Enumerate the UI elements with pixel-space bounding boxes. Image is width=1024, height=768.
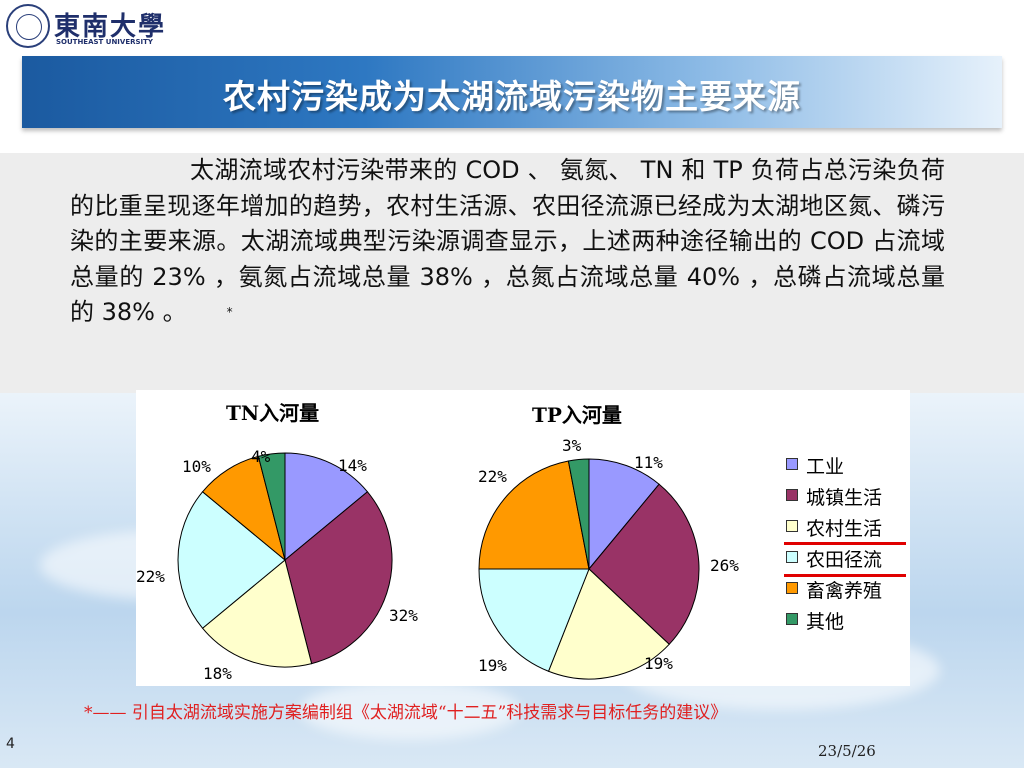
paragraph-background [0, 153, 1024, 393]
tn-percent-label: 18% [203, 664, 232, 683]
tn-chart-title: TN入河量 [226, 401, 320, 425]
university-name-cn: 東南大學 [54, 12, 167, 42]
legend-label: 畜禽养殖 [806, 580, 883, 602]
legend-label: 农村生活 [806, 518, 883, 540]
tn-percent-label: 22% [136, 567, 165, 586]
legend-label: 城镇生活 [806, 487, 883, 509]
tn-percent-label: 10% [182, 457, 211, 476]
legend-swatch [786, 520, 798, 532]
tp-percent-label: 19% [478, 656, 507, 675]
tp-percent-label: 19% [644, 654, 673, 673]
tp-percent-label: 11% [634, 453, 663, 472]
underline-farmland-runoff [784, 574, 906, 577]
footnote-asterisk: * [226, 305, 233, 320]
legend-label: 其他 [806, 611, 845, 633]
legend-swatch [786, 582, 798, 594]
tn-percent-label: 14% [338, 456, 367, 475]
body-paragraph-text: 太湖流域农村污染带来的 COD 、 氨氮、 TN 和 TP 负荷占总污染负荷的比… [70, 156, 945, 327]
tp-chart-title: TP入河量 [532, 403, 622, 427]
underline-rural-living [784, 542, 906, 545]
legend-swatch [786, 551, 798, 563]
title-banner: 农村污染成为太湖流域污染物主要来源 [22, 56, 1002, 128]
university-seal-icon [6, 4, 50, 48]
tp-percent-label: 3% [562, 436, 582, 455]
citation: *—— 引自太湖流域实施方案编制组《太湖流域“十二五”科技需求与目标任务的建议》 [84, 703, 728, 723]
slide-title: 农村污染成为太湖流域污染物主要来源 [223, 77, 801, 116]
header: 東南大學 SOUTHEAST UNIVERSITY [0, 0, 1024, 56]
slide-date: 23/5/26 [818, 742, 876, 760]
tp-percent-label: 22% [478, 467, 507, 486]
legend-swatch [786, 489, 798, 501]
tn-percent-label: 32% [389, 606, 418, 625]
legend-swatch [786, 613, 798, 625]
body-paragraph: 太湖流域农村污染带来的 COD 、 氨氮、 TN 和 TP 负荷占总污染负荷的比… [70, 153, 945, 331]
chart-area [136, 390, 910, 686]
legend-label: 农田径流 [806, 549, 883, 571]
university-name-en: SOUTHEAST UNIVERSITY [56, 38, 153, 46]
legend-label: 工业 [806, 456, 845, 478]
legend-swatch [786, 458, 798, 470]
tn-percent-label: 4% [251, 447, 271, 466]
page-number: 4 [6, 736, 15, 752]
tp-percent-label: 26% [710, 556, 739, 575]
